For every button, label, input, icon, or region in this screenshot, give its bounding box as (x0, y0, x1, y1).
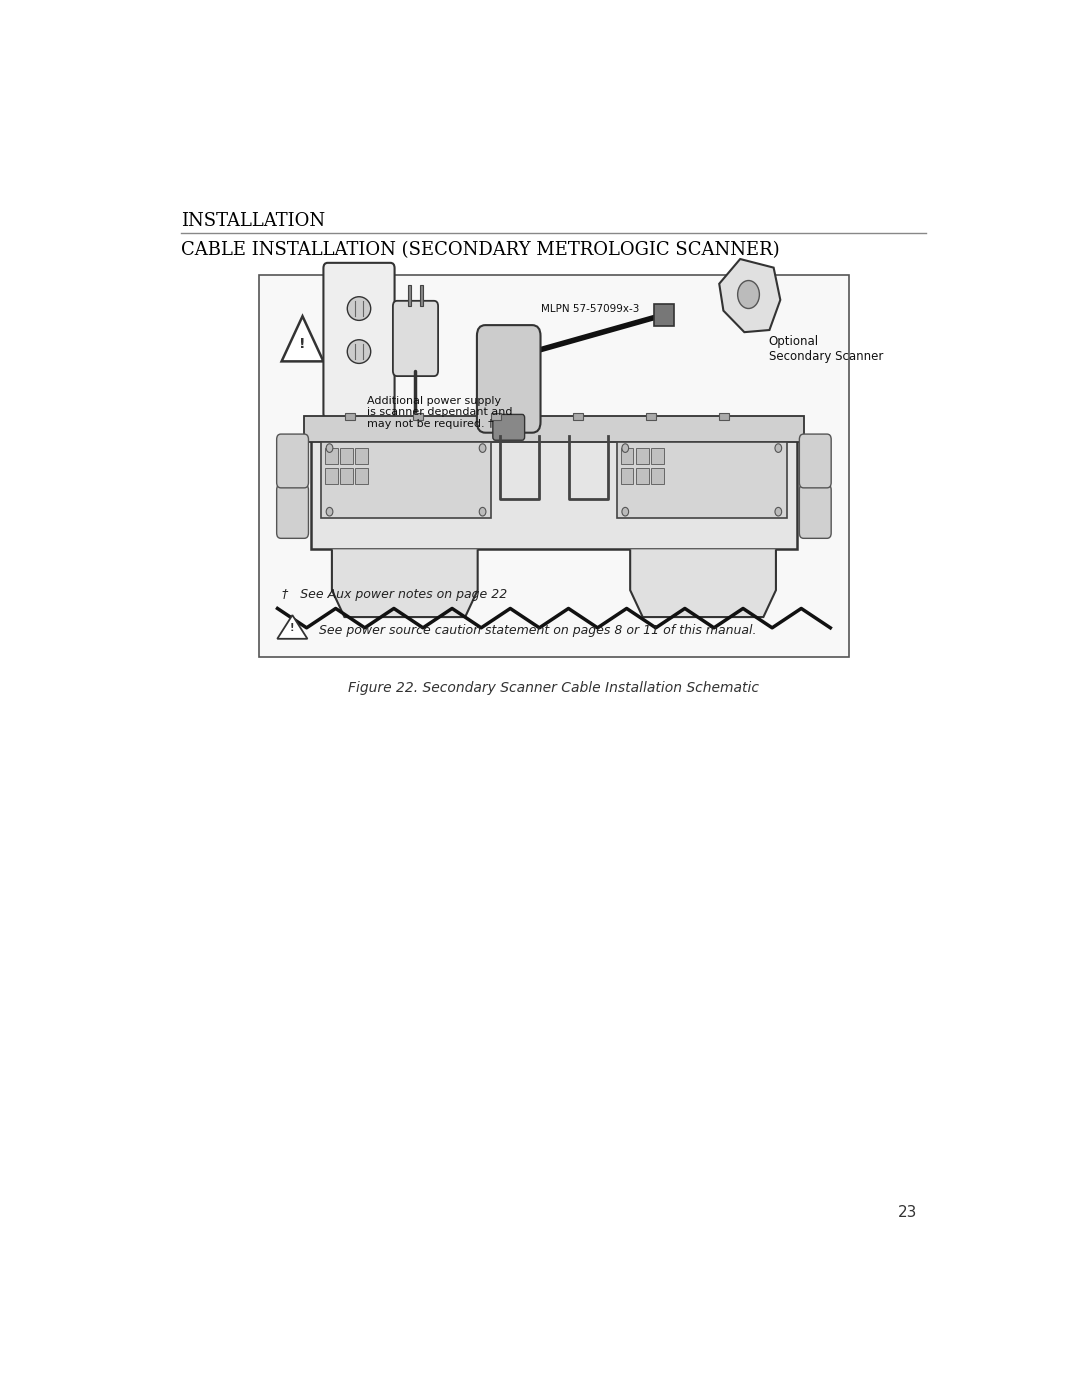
Bar (340, 468, 353, 483)
Text: CABLE INSTALLATION (SECONDARY METROLOGIC SCANNER): CABLE INSTALLATION (SECONDARY METROLOGIC… (181, 242, 780, 258)
Text: See power source caution statement on pages 8 or 11 of this manual.: See power source caution statement on pa… (320, 623, 757, 637)
Bar (654, 305, 674, 326)
Bar (636, 448, 649, 464)
Text: MLPN 57-57099x-3: MLPN 57-57099x-3 (541, 305, 639, 314)
Text: 23: 23 (899, 1204, 918, 1220)
Polygon shape (630, 549, 775, 617)
Polygon shape (282, 316, 323, 362)
Bar (408, 285, 411, 306)
Bar (321, 441, 491, 518)
FancyBboxPatch shape (393, 300, 438, 376)
Ellipse shape (348, 339, 370, 363)
Bar (420, 285, 423, 306)
Circle shape (480, 507, 486, 515)
FancyBboxPatch shape (492, 415, 525, 440)
Circle shape (326, 507, 333, 515)
Bar (345, 414, 355, 420)
Bar (340, 448, 353, 464)
Bar (413, 414, 423, 420)
Bar (617, 441, 787, 518)
Polygon shape (332, 549, 477, 617)
FancyBboxPatch shape (799, 434, 832, 488)
Circle shape (738, 281, 759, 309)
Text: Additional power supply
is scanner dependant and
may not be required. †: Additional power supply is scanner depen… (367, 395, 513, 429)
Text: !: ! (299, 337, 306, 351)
Bar (651, 448, 663, 464)
Bar (573, 414, 583, 420)
Bar (355, 468, 368, 483)
Circle shape (622, 444, 629, 453)
Polygon shape (278, 615, 308, 638)
Bar (646, 414, 657, 420)
Bar (621, 448, 634, 464)
Bar (636, 468, 649, 483)
FancyBboxPatch shape (323, 263, 394, 419)
Bar (621, 468, 634, 483)
FancyBboxPatch shape (276, 434, 309, 488)
Text: Figure 22. Secondary Scanner Cable Installation Schematic: Figure 22. Secondary Scanner Cable Insta… (348, 680, 759, 694)
FancyBboxPatch shape (276, 485, 309, 538)
Circle shape (480, 444, 486, 453)
Ellipse shape (348, 296, 370, 320)
Text: Optional
Secondary Scanner: Optional Secondary Scanner (769, 335, 883, 363)
Polygon shape (719, 258, 781, 332)
Bar (305, 415, 804, 443)
Circle shape (775, 507, 782, 515)
Text: †   See Aux power notes on page 22: † See Aux power notes on page 22 (282, 588, 508, 601)
Bar (325, 468, 338, 483)
Bar (651, 468, 663, 483)
Bar (719, 414, 729, 420)
Text: INSTALLATION: INSTALLATION (181, 212, 325, 231)
FancyBboxPatch shape (799, 485, 832, 538)
Bar (355, 448, 368, 464)
Bar (325, 448, 338, 464)
Text: !: ! (291, 623, 295, 633)
Circle shape (622, 507, 629, 515)
Bar (490, 414, 501, 420)
Bar (311, 423, 797, 549)
FancyBboxPatch shape (477, 326, 540, 433)
Bar (259, 275, 849, 657)
Circle shape (775, 444, 782, 453)
Circle shape (326, 444, 333, 453)
